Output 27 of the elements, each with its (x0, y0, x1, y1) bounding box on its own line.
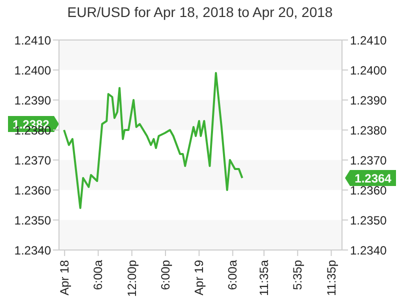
x-tick-label: 12:00p (124, 260, 139, 297)
chart-title: EUR/USD for Apr 18, 2018 to Apr 20, 2018 (66, 4, 334, 20)
y-tick-label: 1.2360 (14, 183, 52, 198)
x-tick-label: 11:35p (324, 260, 338, 296)
x-tick-label: 11:35a (257, 260, 272, 296)
y2-tick-label: 1.2340 (350, 243, 388, 258)
y2-tick-label: 1.2350 (350, 213, 388, 228)
y2-tick-label: 1.2360 (350, 183, 388, 198)
y-tick-label: 1.2390 (14, 93, 52, 108)
y-tick-label: 1.2350 (14, 213, 52, 228)
x-tick-label: 6:00a (91, 260, 106, 290)
y-tick-label: 1.2410 (14, 33, 52, 48)
line-series (63, 72, 244, 209)
x-tick-label: Apr 19 (192, 260, 206, 296)
y-tick-label: 1.2370 (14, 153, 52, 168)
y2-tick-label: 1.2380 (350, 123, 388, 138)
x-tick-label: 6:00p (158, 260, 172, 290)
y2-tick-label: 1.2370 (350, 153, 388, 168)
price-tag: 1.2364 (345, 170, 396, 186)
x-tick-label: Apr 18 (58, 260, 72, 296)
y2-tick-label: 1.2390 (350, 93, 388, 108)
x-tick-label: 6:00a (226, 260, 240, 290)
y-tick-label: 1.2400 (14, 63, 52, 78)
x-tick-label: 5:35p (290, 260, 305, 290)
y-tick-label: 1.2340 (14, 243, 52, 258)
y2-tick-label: 1.2410 (350, 33, 388, 48)
y2-tick-label: 1.2400 (350, 63, 388, 78)
